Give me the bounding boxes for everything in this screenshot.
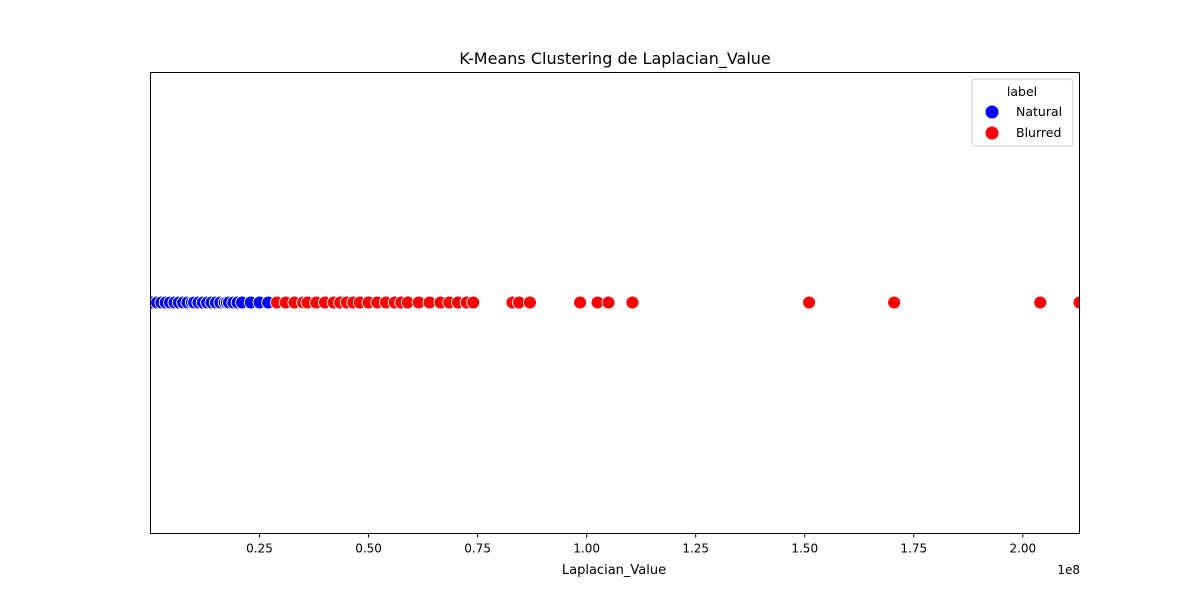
legend: label Natural Blurred (971, 78, 1074, 147)
x-tick-label: 0.25 (246, 542, 273, 556)
x-tick-label: 1.00 (573, 542, 600, 556)
data-point-blurred (802, 295, 817, 310)
x-axis-offset-label: 1e8 (1057, 563, 1080, 577)
legend-marker-blurred (985, 126, 999, 140)
data-point-blurred (466, 295, 481, 310)
x-tick-label: 1.75 (900, 542, 927, 556)
legend-label-blurred: Blurred (1016, 125, 1061, 140)
x-tick-label: 0.50 (355, 542, 382, 556)
legend-label-natural: Natural (1016, 104, 1062, 119)
data-point-blurred (887, 295, 902, 310)
x-axis-label: Laplacian_Value (562, 563, 666, 578)
data-point-blurred (523, 295, 537, 310)
legend-marker-natural (985, 105, 999, 119)
chart-title: K-Means Clustering de Laplacian_Value (459, 49, 771, 69)
legend-title: label (1007, 84, 1037, 99)
x-tick-label: 2.00 (1009, 542, 1036, 556)
plot-frame (150, 72, 1080, 534)
x-tick-label: 1.50 (791, 542, 818, 556)
data-point-blurred (1072, 295, 1080, 310)
data-points (150, 295, 1080, 310)
data-point-blurred (601, 295, 616, 310)
data-point-blurred (1033, 295, 1048, 310)
x-tick-label: 0.75 (464, 542, 491, 556)
data-point-blurred (625, 295, 640, 310)
data-point-blurred (573, 295, 588, 310)
x-axis-ticks: 0.25 0.50 0.75 1.00 1.25 1.50 1.75 2.00 (246, 533, 1036, 556)
x-tick-label: 1.25 (682, 542, 709, 556)
